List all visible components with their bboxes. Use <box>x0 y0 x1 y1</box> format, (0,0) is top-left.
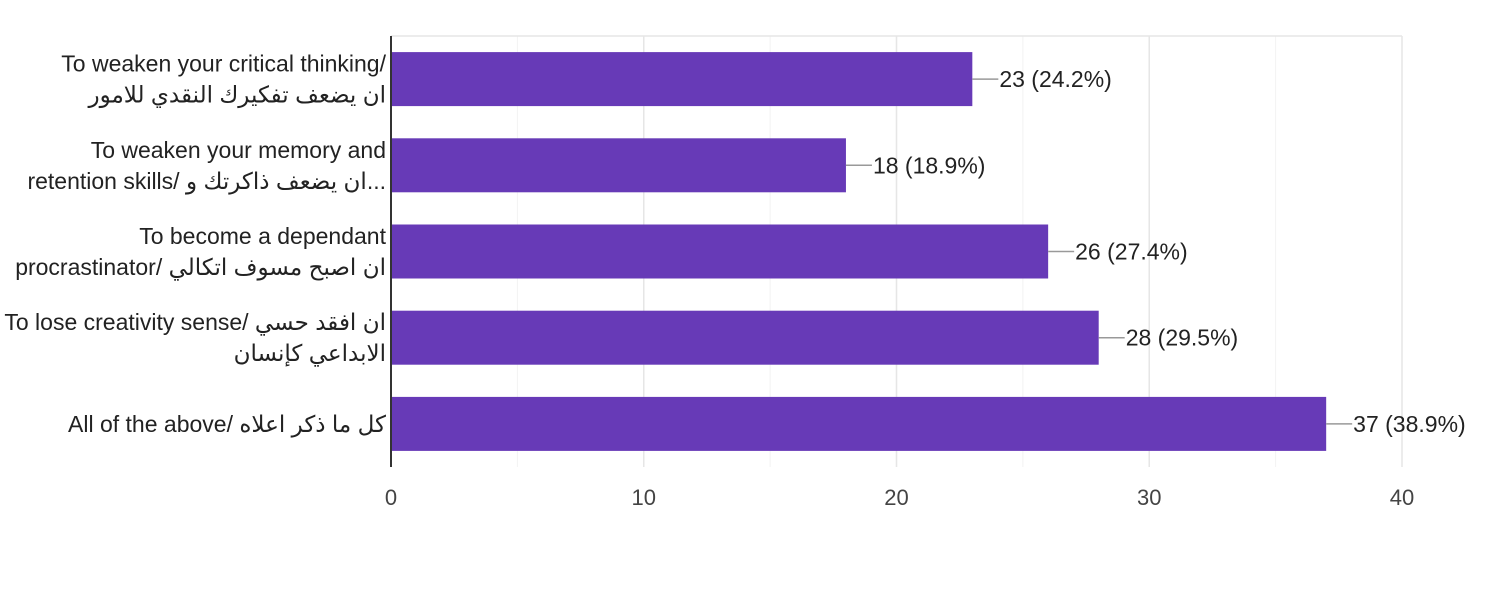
x-tick-label: 20 <box>884 485 908 510</box>
category-label: ان افقد حسي /To lose creativity sense <box>4 309 386 336</box>
bar <box>391 224 1049 279</box>
bars <box>391 52 1327 451</box>
category-label: ...ان يضعف ذاكرتك و /retention skills <box>27 168 386 195</box>
data-label: 37 (38.9%) <box>1353 411 1466 437</box>
tick-labels: 0 10 20 30 40 <box>385 485 1414 510</box>
x-tick-label: 30 <box>1137 485 1161 510</box>
data-label: 23 (24.2%) <box>999 66 1112 92</box>
data-labels: 23 (24.2%) 18 (18.9%) 26 (27.4%) 28 (29.5%)… <box>845 66 1466 437</box>
category-label: كل ما ذكر اعلاه /All of the above <box>68 411 386 438</box>
category-label: To weaken your memory and <box>91 137 386 163</box>
x-tick-label: 10 <box>632 485 656 510</box>
bar <box>391 310 1099 365</box>
x-tick-label: 40 <box>1390 485 1414 510</box>
category-labels: To weaken your critical thinking/ان يضعف… <box>4 51 386 438</box>
category-label: الابداعي كإنسان <box>234 340 386 367</box>
category-label: To become a dependant <box>139 223 386 249</box>
bar <box>391 52 973 107</box>
data-label: 18 (18.9%) <box>873 152 986 178</box>
x-tick-label: 0 <box>385 485 397 510</box>
category-label: ان اصبح مسوف اتكالي /procrastinator <box>15 254 386 281</box>
bar <box>391 138 846 193</box>
data-label: 26 (27.4%) <box>1075 239 1188 265</box>
category-label: To weaken your critical thinking/ <box>61 51 386 77</box>
category-label: ان يضعف تفكيرك النقدي للامور <box>87 82 386 109</box>
bar <box>391 396 1327 451</box>
data-label: 28 (29.5%) <box>1126 325 1239 351</box>
